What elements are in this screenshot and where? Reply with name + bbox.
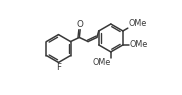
Text: OMe: OMe (93, 58, 111, 67)
Text: F: F (56, 63, 61, 72)
Text: O: O (76, 20, 83, 29)
Text: OMe: OMe (128, 19, 147, 28)
Text: OMe: OMe (129, 40, 147, 49)
